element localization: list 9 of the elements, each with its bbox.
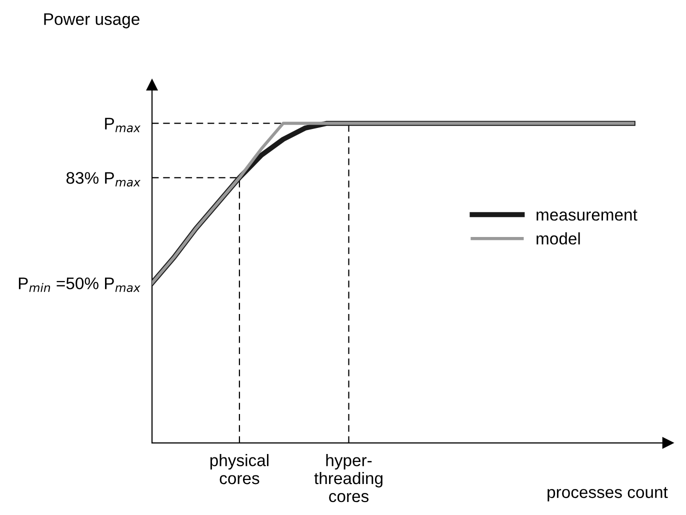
x-axis-title: processes count — [548, 487, 668, 502]
y-axis-title: Power usage — [44, 13, 140, 28]
x-tick-label: hyper- threading cores — [314, 454, 382, 502]
y-tick-label: P$_{max}$ — [105, 118, 141, 132]
y-tick-label: 83% P$_{max}$ — [66, 172, 141, 187]
x-tick-label: physical cores — [210, 454, 268, 484]
legend-label: measurement — [536, 210, 638, 221]
legend-label: model — [536, 232, 580, 245]
y-tick-label: P$_{min}$ =50% P$_{max}$ — [18, 277, 140, 292]
